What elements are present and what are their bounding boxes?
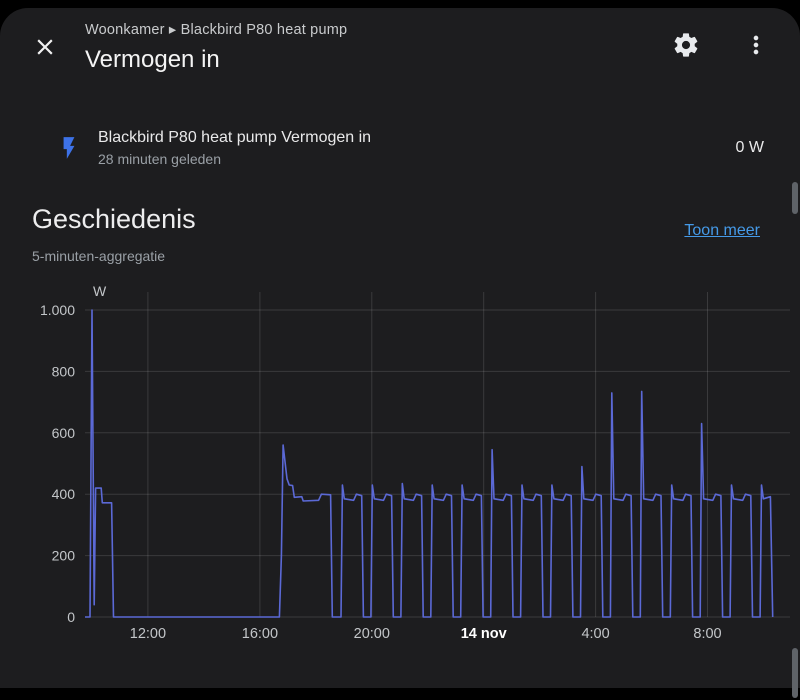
svg-text:800: 800	[52, 363, 76, 379]
entity-texts: Blackbird P80 heat pump Vermogen in 28 m…	[98, 127, 720, 169]
show-more-link[interactable]: Toon meer	[684, 222, 760, 239]
breadcrumb[interactable]: Woonkamer ▸ Blackbird P80 heat pump	[85, 22, 348, 38]
entity-last-changed: 28 minuten geleden	[98, 151, 221, 167]
svg-text:600: 600	[52, 425, 76, 441]
gear-icon	[672, 31, 700, 59]
svg-text:12:00: 12:00	[130, 626, 166, 642]
close-button[interactable]	[32, 34, 58, 60]
menu-button[interactable]	[742, 31, 770, 59]
svg-text:4:00: 4:00	[581, 626, 609, 642]
entity-row: Blackbird P80 heat pump Vermogen in 28 m…	[56, 120, 764, 176]
svg-text:8:00: 8:00	[693, 626, 721, 642]
scrollbar-thumb[interactable]	[792, 182, 798, 214]
entity-name: Blackbird P80 heat pump Vermogen in	[98, 129, 372, 146]
flash-icon	[56, 135, 82, 161]
close-icon	[32, 34, 58, 60]
aggregation-note: 5-minuten-aggregatie	[32, 248, 166, 264]
page-title: Vermogen in	[85, 46, 220, 73]
more-info-dialog: Woonkamer ▸ Blackbird P80 heat pump Verm…	[0, 8, 800, 688]
history-chart[interactable]: 0 200 400 600 800 1.000 12:00 16:00 20:00 14 nov 4…	[0, 280, 800, 648]
svg-text:14 nov: 14 nov	[461, 626, 507, 642]
scrollbar-thumb-bottom[interactable]	[792, 648, 798, 698]
svg-text:200: 200	[52, 548, 76, 564]
entity-state-value: 0 W	[735, 139, 764, 156]
svg-text:1.000: 1.000	[40, 302, 75, 318]
svg-text:W: W	[93, 283, 107, 299]
settings-button[interactable]	[672, 31, 700, 59]
svg-text:400: 400	[52, 486, 76, 502]
history-heading: Geschiedenis	[32, 204, 196, 234]
svg-text:16:00: 16:00	[242, 626, 278, 642]
svg-text:20:00: 20:00	[354, 626, 390, 642]
kebab-menu-icon	[742, 31, 770, 59]
svg-text:0: 0	[67, 609, 75, 625]
